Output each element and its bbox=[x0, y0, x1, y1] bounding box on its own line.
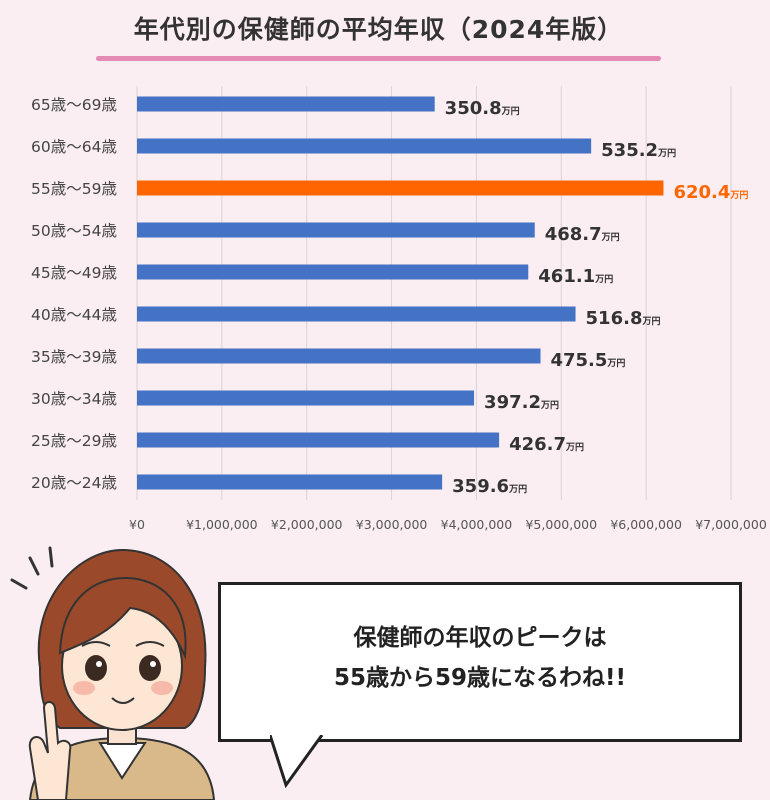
x-tick-label: ¥2,000,000 bbox=[271, 517, 343, 532]
y-category-label: 30歳〜34歳 bbox=[31, 390, 117, 408]
bar bbox=[137, 306, 576, 322]
speech-line-1: 保健師の年収のピークは bbox=[353, 625, 607, 651]
x-tick-label: ¥5,000,000 bbox=[525, 517, 597, 532]
x-tick-label: ¥3,000,000 bbox=[356, 517, 428, 532]
x-tick-label: ¥6,000,000 bbox=[610, 517, 682, 532]
title-underline bbox=[96, 56, 661, 61]
bar bbox=[137, 222, 535, 238]
speech-text: 保健師の年収のピークは 55歳から59歳になるわね!! bbox=[218, 618, 742, 698]
y-category-label: 60歳〜64歳 bbox=[31, 138, 117, 156]
y-category-label: 55歳〜59歳 bbox=[31, 180, 117, 198]
data-label: 620.4万円 bbox=[673, 182, 748, 203]
y-category-label: 50歳〜54歳 bbox=[31, 222, 117, 240]
emphasis-lines-icon bbox=[10, 546, 54, 590]
data-label: 535.2万円 bbox=[601, 140, 676, 161]
speech-bubble-tail bbox=[270, 735, 324, 789]
nurse-character-illustration bbox=[10, 546, 216, 800]
data-label: 516.8万円 bbox=[586, 308, 661, 329]
x-tick-label: ¥4,000,000 bbox=[441, 517, 513, 532]
data-label: 461.1万円 bbox=[538, 266, 613, 287]
x-tick-label: ¥0 bbox=[129, 517, 145, 532]
x-tick-label: ¥7,000,000 bbox=[695, 517, 767, 532]
data-label: 426.7万円 bbox=[509, 434, 584, 455]
data-label: 359.6万円 bbox=[452, 476, 527, 497]
speech-line-2: 55歳から59歳になるわね!! bbox=[334, 665, 626, 691]
data-label: 350.8万円 bbox=[445, 98, 520, 119]
bar bbox=[137, 474, 443, 490]
bar bbox=[137, 432, 500, 448]
bar bbox=[137, 138, 592, 154]
y-category-label: 40歳〜44歳 bbox=[31, 306, 117, 324]
data-label: 475.5万円 bbox=[550, 350, 625, 371]
data-label: 397.2万円 bbox=[484, 392, 559, 413]
bar bbox=[137, 264, 529, 280]
y-category-label: 65歳〜69歳 bbox=[31, 96, 117, 114]
speech-bubble bbox=[218, 582, 742, 742]
bar bbox=[137, 180, 664, 196]
chart-title: 年代別の保健師の平均年収（2024年版） bbox=[133, 15, 624, 44]
y-category-label: 20歳〜24歳 bbox=[31, 474, 117, 492]
y-category-label: 35歳〜39歳 bbox=[31, 348, 117, 366]
bar bbox=[137, 96, 435, 112]
chart-title-wrap: 年代別の保健師の平均年収（2024年版） bbox=[96, 10, 661, 46]
y-category-label: 45歳〜49歳 bbox=[31, 264, 117, 282]
y-category-label: 25歳〜29歳 bbox=[31, 432, 117, 450]
bar-chart: ¥0 ¥1,000,000 ¥2,000,000 ¥3,000,000 ¥4,000,0… bbox=[31, 86, 767, 532]
bar bbox=[137, 348, 541, 364]
x-tick-label: ¥1,000,000 bbox=[186, 517, 258, 532]
data-label: 468.7万円 bbox=[545, 224, 620, 245]
bar bbox=[137, 390, 475, 406]
